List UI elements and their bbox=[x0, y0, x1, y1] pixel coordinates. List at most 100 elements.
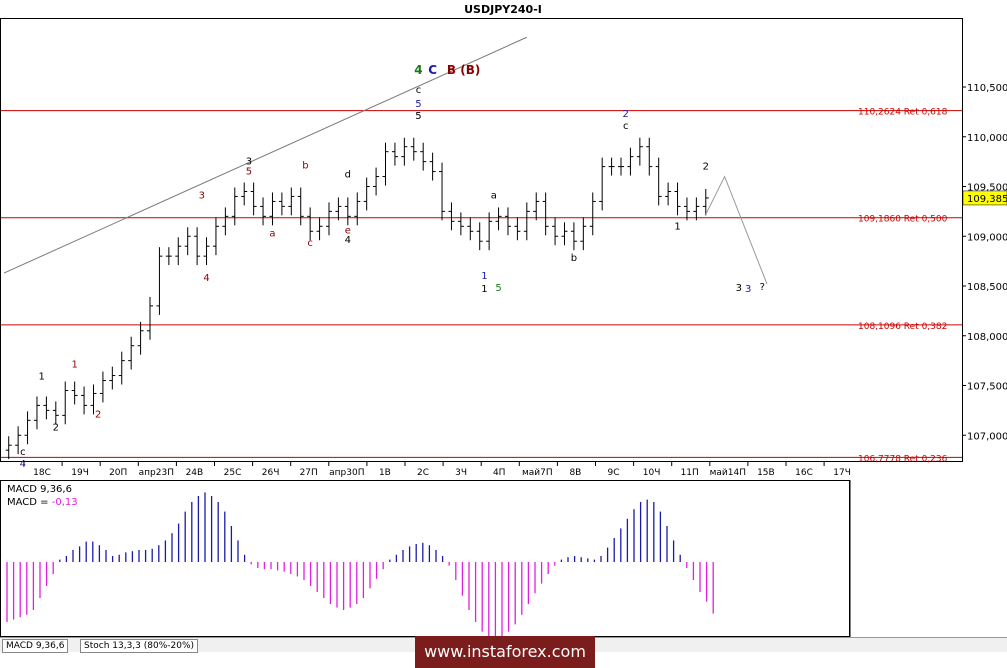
time-tick-label: 3Ч bbox=[455, 468, 467, 478]
fib-label: 109,1860 Ret 0,500 bbox=[858, 215, 948, 225]
price-bar bbox=[165, 247, 172, 266]
price-bar bbox=[467, 217, 474, 241]
price-bar bbox=[184, 227, 191, 256]
price-axis: 110,500 110,000 109,500 109,000 108,500 108,0… bbox=[962, 83, 1007, 442]
price-bar bbox=[401, 137, 408, 166]
price-bar bbox=[335, 197, 342, 221]
price-bar bbox=[561, 222, 568, 246]
price-bar bbox=[5, 436, 12, 460]
watermark-banner[interactable]: www.instaforex.com bbox=[415, 636, 595, 668]
wave-label: 4 bbox=[20, 459, 26, 470]
time-tick-label: апр23П bbox=[139, 468, 174, 478]
price-bar bbox=[420, 142, 427, 171]
wave-label: 3 bbox=[736, 283, 742, 294]
fib-levels: 110,2624 Ret 0,618 109,1860 Ret 0,500 108,… bbox=[1, 108, 962, 464]
price-bar bbox=[429, 152, 436, 181]
time-tick-label: 11П bbox=[681, 468, 699, 478]
wave-label: ? bbox=[760, 282, 765, 293]
price-bar bbox=[90, 384, 97, 415]
price-bar bbox=[325, 202, 332, 236]
time-tick-label: 10Ч bbox=[643, 468, 661, 478]
price-bar bbox=[231, 187, 238, 226]
wave-label: 3 bbox=[745, 284, 751, 295]
price-bar bbox=[222, 207, 229, 236]
price-tick-label: 107,000 bbox=[967, 431, 1007, 442]
time-tick-label: 8В bbox=[569, 468, 581, 478]
price-bar bbox=[514, 217, 521, 241]
price-bar bbox=[43, 396, 50, 420]
wave-header-label: B bbox=[447, 63, 456, 77]
price-bar bbox=[316, 217, 323, 241]
price-bar bbox=[363, 177, 370, 211]
projection-line bbox=[705, 175, 768, 285]
price-bar bbox=[457, 212, 464, 236]
time-tick-label: 2С bbox=[417, 468, 429, 478]
price-bar bbox=[250, 182, 257, 216]
wave-header-label: 4 bbox=[414, 63, 422, 77]
price-bar bbox=[382, 142, 389, 186]
price-bar bbox=[523, 202, 530, 241]
wave-label: c bbox=[623, 121, 629, 132]
price-bar bbox=[297, 187, 304, 226]
fib-label: 108,1096 Ret 0,382 bbox=[858, 322, 947, 332]
time-tick-label: 16С bbox=[795, 468, 813, 478]
current-price-box bbox=[962, 190, 1007, 206]
time-tick-label: май7П bbox=[522, 468, 553, 478]
time-tick-label: 27П bbox=[300, 468, 318, 478]
chart-title: USDJPY240-I bbox=[464, 3, 542, 16]
price-bar bbox=[627, 147, 634, 176]
wave-label: a bbox=[491, 190, 497, 201]
price-bar bbox=[203, 237, 210, 266]
tab-stochastic[interactable]: Stoch 13,3,3 (80%-20%) bbox=[80, 639, 199, 653]
time-tick-label: 26Ч bbox=[262, 468, 280, 478]
wave-label: 5 bbox=[495, 283, 501, 294]
time-tick-label: 1В bbox=[379, 468, 391, 478]
price-bar bbox=[542, 192, 549, 236]
price-tick-label: 108,000 bbox=[967, 332, 1007, 343]
wave-label: 1 bbox=[674, 221, 680, 232]
price-bar bbox=[212, 217, 219, 256]
price-bar bbox=[156, 247, 163, 315]
time-tick-label: 19Ч bbox=[71, 468, 89, 478]
price-bar bbox=[665, 182, 672, 206]
wave-label: 2 bbox=[623, 109, 629, 120]
price-bar bbox=[71, 381, 78, 405]
wave-label: c bbox=[416, 85, 422, 96]
wave-label: e bbox=[345, 225, 351, 236]
price-bar bbox=[62, 381, 69, 425]
time-axis: 18С 19Ч 20П апр23П 24В 25С 26Ч 27П апр30П 1В 2С 3Ч 4… bbox=[23, 461, 851, 478]
price-bar bbox=[241, 182, 248, 206]
price-bar bbox=[504, 207, 511, 236]
macd-value-line: MACD = -0,13 bbox=[7, 497, 78, 508]
price-bar bbox=[486, 212, 493, 251]
time-tick-label: 25С bbox=[224, 468, 242, 478]
fib-label: 106,7778 Ret 0,236 bbox=[858, 454, 948, 464]
wave-label: 5 bbox=[415, 111, 421, 122]
price-bar bbox=[81, 386, 88, 415]
price-bar bbox=[99, 371, 106, 403]
price-bar bbox=[439, 162, 446, 221]
price-bar bbox=[683, 197, 690, 221]
wave-label: 1 bbox=[38, 372, 44, 383]
wave-label: 2 bbox=[703, 162, 709, 173]
price-bar bbox=[674, 182, 681, 216]
time-tick-label: 9С bbox=[607, 468, 619, 478]
price-tick-label: 107,500 bbox=[967, 382, 1007, 393]
time-tick-label: 15В bbox=[757, 468, 775, 478]
price-bar bbox=[570, 222, 577, 251]
time-tick-label: апр30П bbox=[329, 468, 364, 478]
price-bar bbox=[15, 426, 22, 455]
price-tick-label: 110,500 bbox=[967, 83, 1007, 94]
wave-label: 5 bbox=[415, 99, 421, 110]
wave-header-label: C bbox=[428, 63, 437, 77]
wave-label: a bbox=[269, 228, 275, 239]
wave-label: 2 bbox=[95, 409, 101, 420]
price-bar bbox=[33, 396, 40, 430]
tab-macd[interactable]: MACD 9,36,6 bbox=[2, 639, 69, 653]
price-bar bbox=[580, 217, 587, 251]
trendline-group bbox=[3, 36, 528, 274]
macd-value-prefix: MACD = bbox=[7, 497, 52, 508]
projection-path bbox=[705, 175, 768, 285]
price-bar bbox=[410, 137, 417, 161]
